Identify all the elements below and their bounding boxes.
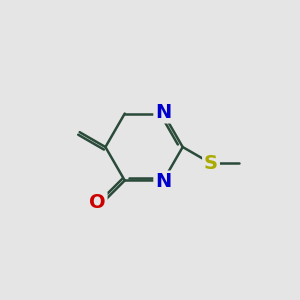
Text: N: N xyxy=(155,103,172,122)
Text: N: N xyxy=(155,172,172,191)
Text: S: S xyxy=(204,154,218,173)
Text: O: O xyxy=(89,193,106,212)
